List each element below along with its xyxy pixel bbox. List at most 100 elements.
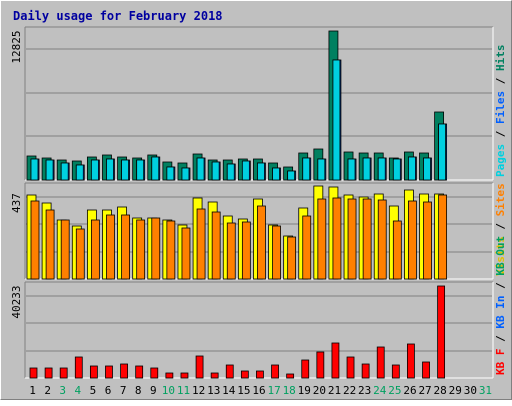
bar-kb-f-day-28 <box>437 285 446 379</box>
bar-kb-f-day-13 <box>210 372 219 379</box>
legend-sites: Sites <box>494 183 507 216</box>
bar-pages-day-18 <box>287 170 296 181</box>
bar-pages-day-28 <box>438 123 447 181</box>
panel-legend-text: Visits / Sites <box>494 183 507 276</box>
day-label-5: 5 <box>90 384 97 397</box>
visits-sites-panel <box>24 182 494 280</box>
bar-kb-f-day-22 <box>346 356 355 379</box>
bar-sites-day-22 <box>347 198 357 280</box>
day-label-31: 31 <box>479 384 492 397</box>
bar-sites-day-9 <box>151 217 161 280</box>
legend-kb-out: KB Out <box>494 236 507 276</box>
bar-sites-day-28 <box>438 194 448 280</box>
bar-sites-day-19 <box>302 215 312 280</box>
bar-pages-day-16 <box>257 162 265 181</box>
bar-pages-day-21 <box>332 59 341 181</box>
bar-pages-day-23 <box>362 157 371 181</box>
bar-sites-day-6 <box>106 214 115 280</box>
day-label-30: 30 <box>464 384 477 397</box>
bar-pages-day-8 <box>136 159 145 181</box>
day-label-1: 1 <box>29 384 36 397</box>
chart-title: Daily usage for February 2018 <box>13 9 223 23</box>
bar-kb-f-day-27 <box>422 361 430 379</box>
bar-pages-day-6 <box>106 158 114 181</box>
bar-kb-f-day-5 <box>89 365 98 379</box>
day-label-8: 8 <box>135 384 142 397</box>
bar-sites-day-4 <box>75 228 85 280</box>
bar-sites-day-21 <box>332 197 342 280</box>
bar-sites-day-7 <box>121 214 130 280</box>
bar-kb-f-day-17 <box>271 364 279 379</box>
bar-sites-day-16 <box>257 205 266 280</box>
bar-pages-day-19 <box>302 157 311 181</box>
bar-kb-f-day-7 <box>120 363 128 379</box>
bar-kb-f-day-2 <box>44 367 53 379</box>
day-label-23: 23 <box>358 384 371 397</box>
bar-kb-f-day-8 <box>135 365 144 379</box>
bar-pages-day-20 <box>317 158 326 181</box>
bar-pages-day-2 <box>45 159 54 181</box>
bar-sites-day-5 <box>90 219 100 280</box>
bar-kb-f-day-1 <box>29 367 38 379</box>
day-label-21: 21 <box>328 384 341 397</box>
bar-sites-day-15 <box>241 221 251 280</box>
bar-sites-day-8 <box>136 219 146 280</box>
bar-pages-day-25 <box>392 158 401 181</box>
bar-pages-day-22 <box>347 158 356 181</box>
bar-pages-day-7 <box>121 159 129 181</box>
day-label-25: 25 <box>388 384 401 397</box>
bar-kb-f-day-19 <box>301 359 310 379</box>
day-label-28: 28 <box>434 384 447 397</box>
day-label-9: 9 <box>150 384 157 397</box>
bar-kb-f-day-18 <box>286 373 295 379</box>
bar-pages-day-11 <box>181 167 190 181</box>
visits-panel-legend: Visits / Sites <box>494 183 507 276</box>
day-label-4: 4 <box>75 384 82 397</box>
bar-pages-day-14 <box>226 163 235 181</box>
bar-pages-day-26 <box>408 156 416 181</box>
panel-legend-text: KB F / KB In / KB Out <box>494 236 507 375</box>
bar-kb-f-day-10 <box>165 372 174 379</box>
day-label-15: 15 <box>237 384 250 397</box>
panel-background <box>25 282 493 378</box>
bar-pages-day-27 <box>423 157 431 181</box>
day-label-24: 24 <box>373 384 387 397</box>
legend-hits: Hits <box>494 45 507 72</box>
day-label-6: 6 <box>105 384 112 397</box>
legend-visits: Visits <box>494 236 507 276</box>
kb-panel-legend: KB F / KB In / KB Out <box>494 236 507 375</box>
bar-kb-f-day-20 <box>316 351 325 379</box>
bar-pages-day-9 <box>151 156 160 181</box>
bar-kb-f-day-12 <box>195 355 204 379</box>
bar-kb-f-day-15 <box>240 370 249 379</box>
bar-kb-f-day-16 <box>256 370 264 379</box>
bar-pages-day-12 <box>196 157 205 181</box>
bar-pages-day-15 <box>241 160 250 181</box>
bar-pages-day-13 <box>211 161 220 181</box>
day-label-20: 20 <box>313 384 326 397</box>
bar-pages-day-3 <box>60 162 69 181</box>
day-label-18: 18 <box>283 384 296 397</box>
visits-panel-max-label: 437 <box>10 193 23 213</box>
bar-sites-day-12 <box>196 208 206 280</box>
hits-panel-max-label: 12825 <box>10 30 23 63</box>
hits-panel-legend: Pages / Files / Hits <box>494 45 507 178</box>
day-label-3: 3 <box>59 384 66 397</box>
day-label-13: 13 <box>207 384 220 397</box>
day-label-11: 11 <box>177 384 190 397</box>
day-label-17: 17 <box>267 384 280 397</box>
legend-pages: Pages <box>494 144 507 177</box>
bar-kb-f-day-9 <box>150 367 159 379</box>
legend-kb-in: KB In <box>494 296 507 329</box>
bar-pages-day-17 <box>272 167 280 181</box>
day-label-29: 29 <box>449 384 462 397</box>
bar-kb-f-day-26 <box>407 343 415 379</box>
bar-sites-day-11 <box>181 227 191 280</box>
bar-sites-day-25 <box>392 220 402 280</box>
bar-pages-day-10 <box>166 166 175 181</box>
day-label-26: 26 <box>403 384 416 397</box>
bar-sites-day-14 <box>226 222 236 280</box>
bar-sites-day-13 <box>211 211 221 280</box>
bar-pages-day-1 <box>30 158 39 181</box>
